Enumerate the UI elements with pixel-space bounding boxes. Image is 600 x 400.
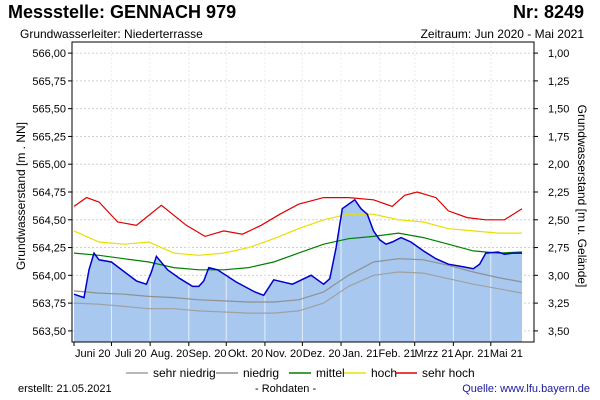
x-axis-ticks: Juni 20 Juli 20 Aug. 20 Sep. 20 Okt. 20 Nov. … <box>73 342 523 360</box>
y2-tick-label: 1,50 <box>548 104 569 116</box>
x-tick-label: Apr. 21 <box>455 348 490 360</box>
x-tick-label: Nov. 20 <box>265 348 302 360</box>
y-tick-label: 564,75 <box>32 187 66 199</box>
series-line-niedrig <box>73 258 523 303</box>
y2-axis-label: Grundwasserstand [m u. Gelände] <box>575 105 589 288</box>
source-link[interactable]: Quelle: www.lfu.bayern.de <box>462 383 590 395</box>
y2-tick-label: 2,00 <box>548 159 569 171</box>
y2-tick-label: 1,25 <box>548 76 569 88</box>
y-tick-label: 563,75 <box>32 298 66 310</box>
y2-tick-label: 1,75 <box>548 131 569 143</box>
series-line-hoch <box>73 213 522 256</box>
y-tick-label: 565,75 <box>32 76 66 88</box>
y-tick-label: 563,50 <box>32 326 66 338</box>
y-tick-label: 565,50 <box>32 104 66 116</box>
y-tick-label: 564,25 <box>32 243 66 255</box>
x-tick-label: Aug. 20 <box>151 348 189 360</box>
x-tick-label: Jan. 21 <box>342 348 378 360</box>
x-tick-label: Feb. 21 <box>379 348 416 360</box>
station-number: Nr: 8249 <box>512 2 584 22</box>
y-tick-label: 565,25 <box>32 131 66 143</box>
legend-label: mittel <box>316 366 345 380</box>
legend-label: hoch <box>371 366 397 380</box>
y-axis-label: Grundwasserstand [m . NN] <box>14 122 28 270</box>
y-axis-ticks: 563,50 563,75 564,00 564,25 564,50 564,75 565,… <box>32 48 72 338</box>
y-tick-label: 564,00 <box>32 270 66 282</box>
y2-tick-label: 2,75 <box>548 243 569 255</box>
x-tick-label: Mai 21 <box>490 348 523 360</box>
created-date: erstellt: 21.05.2021 <box>18 383 112 395</box>
y2-tick-label: 1,00 <box>548 48 569 60</box>
series-line-measured <box>73 198 522 299</box>
series-line-sehr-hoch <box>73 191 523 238</box>
period-label: Zeitraum: Jun 2020 - Mai 2021 <box>420 27 584 41</box>
y-tick-label: 566,00 <box>32 48 66 60</box>
legend-label: sehr hoch <box>422 366 475 380</box>
legend: sehr niedrig niedrig mittel hoch sehr hoch <box>126 366 475 380</box>
series-lines <box>73 191 523 314</box>
y-tick-label: 564,50 <box>32 215 66 227</box>
y2-tick-label: 2,25 <box>548 187 569 199</box>
raw-data-note: - Rohdaten - <box>255 383 317 395</box>
aquifer-label: Grundwasserleiter: Niederterrasse <box>20 27 203 41</box>
x-tick-label: Sep. 20 <box>189 348 227 360</box>
legend-label: niedrig <box>243 366 279 380</box>
x-tick-label: Dez. 20 <box>303 348 341 360</box>
y2-tick-label: 3,25 <box>548 298 569 310</box>
measured-area-fill <box>74 199 522 342</box>
y2-tick-label: 3,50 <box>548 326 569 338</box>
page-title: Messstelle: GENNACH 979 <box>8 2 237 22</box>
y-tick-label: 565,00 <box>32 159 66 171</box>
series-line-sehr-niedrig <box>73 271 523 314</box>
y2-axis-ticks: 1,00 1,25 1,50 1,75 2,00 2,25 2,50 2,75 3,00 3,25… <box>534 48 569 338</box>
y2-tick-label: 3,00 <box>548 270 569 282</box>
legend-label: sehr niedrig <box>153 366 216 380</box>
y2-tick-label: 2,50 <box>548 215 569 227</box>
series-line-mittel <box>73 232 523 271</box>
x-tick-label: Juli 20 <box>115 348 147 360</box>
x-tick-label: Mrzz 21 <box>414 348 453 360</box>
x-tick-label: Juni 20 <box>75 348 110 360</box>
x-tick-label: Okt. 20 <box>228 348 263 360</box>
